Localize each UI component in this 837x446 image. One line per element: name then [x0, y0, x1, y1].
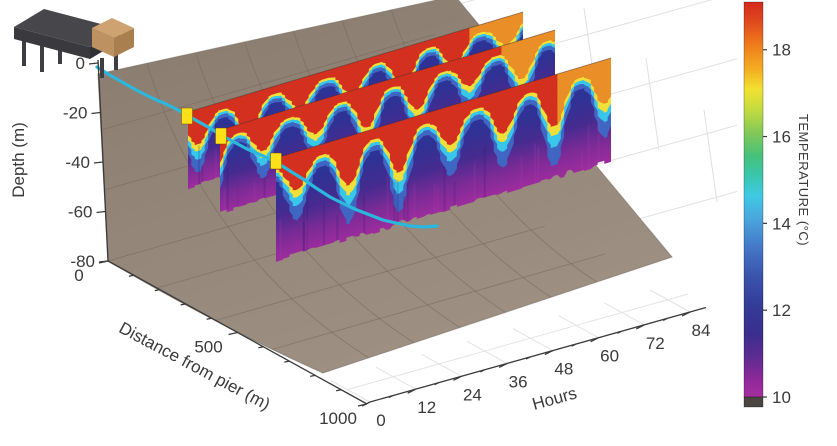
wall-grid-line: [451, 0, 476, 7]
pier-leg: [58, 48, 62, 64]
tick-label: 0: [74, 266, 83, 285]
distance-tick: [258, 346, 264, 349]
slice-top-edge: [275, 57, 612, 159]
colorbar-tick-label: 10: [772, 388, 791, 407]
axis-line: [369, 306, 707, 403]
hours-tick: [453, 375, 462, 381]
floor-grid-line: [512, 328, 554, 352]
tick-label: -60: [68, 203, 93, 222]
tick-label: 0: [76, 54, 85, 73]
tick-label: -20: [63, 104, 88, 123]
distance-tick: [154, 288, 160, 292]
colorbar-under-range: [743, 396, 764, 408]
distance-tick: [284, 360, 290, 363]
colorbar-tick-label: 16: [772, 128, 791, 147]
floor-grid-line: [421, 353, 462, 377]
mooring-marker: [215, 127, 227, 145]
floor-grid-line: [558, 315, 599, 339]
mooring-marker: [181, 107, 193, 125]
floor-grid-line: [604, 302, 645, 326]
wall-grid-line: [627, 191, 738, 223]
tick-label: -40: [65, 153, 90, 172]
colorbar-gradient: [743, 1, 764, 398]
axis-line: [97, 59, 109, 262]
tick-label: 1000: [319, 409, 357, 428]
wall-grid-line: [645, 57, 660, 151]
hours-tick: [544, 349, 554, 356]
pier-leg: [40, 44, 44, 72]
distance-tick: [180, 303, 186, 306]
distance-tick: [335, 389, 342, 392]
depth-axis-label: Depth (m): [9, 122, 28, 198]
hours-tick: [434, 382, 439, 386]
distance-tick: [128, 274, 135, 277]
tick-label: -80: [70, 252, 95, 271]
tick-label: 12: [417, 398, 436, 417]
distance-tick: [206, 317, 212, 320]
tick-label: 72: [646, 334, 665, 353]
floor-grid-line: [329, 379, 371, 403]
pier-part: [92, 18, 134, 38]
pier-leg: [114, 52, 118, 70]
depth-tick: [88, 62, 99, 65]
floor-grid-line: [649, 289, 691, 313]
slice-top-edge: [219, 29, 556, 131]
hours-tick: [617, 330, 622, 334]
hours-tick: [407, 388, 417, 394]
hours-tick: [479, 369, 485, 373]
floor-grid-line: [466, 340, 508, 364]
floor-grid: [329, 289, 691, 403]
distance-tick: [98, 260, 109, 264]
hours-axis-label: Hours: [530, 383, 579, 413]
tick-label: 84: [692, 321, 711, 340]
depth-tick: [91, 111, 101, 115]
tick-label: 500: [194, 338, 222, 357]
hours-tick: [681, 311, 691, 317]
hours-tick: [525, 356, 531, 360]
depth-tick: [96, 210, 106, 214]
distance-tick: [228, 331, 238, 336]
colorbar-tick-label: 14: [772, 214, 791, 233]
pier-part: [114, 28, 134, 57]
hours-tick: [388, 394, 394, 399]
transect-line: [95, 65, 439, 229]
hours-tick: [635, 324, 645, 330]
pier-part: [92, 28, 114, 57]
tick-label: 36: [509, 372, 528, 391]
hours-tick: [498, 362, 508, 369]
pier-leg: [22, 38, 26, 66]
hours-tick: [590, 337, 599, 343]
hours-tick: [662, 317, 668, 322]
tick-label: 60: [600, 347, 619, 366]
wall-grid-line: [703, 109, 718, 203]
slice-top-edge: [187, 11, 524, 113]
tick-label: 24: [463, 385, 482, 404]
floor-grid-line: [375, 366, 416, 390]
hours-tick: [571, 343, 577, 347]
colorbar-tick-label: 18: [772, 41, 791, 60]
mooring-marker: [270, 152, 282, 170]
colorbar-label: TEMPERATURE (°C): [796, 114, 811, 246]
transect-overlay: [95, 65, 439, 229]
pier-leg: [100, 58, 104, 78]
tick-label: 0: [376, 411, 385, 430]
hours-tick: [361, 401, 371, 407]
depth-tick: [93, 161, 104, 164]
tick-label: 48: [554, 360, 573, 379]
pier-icon: [14, 9, 134, 78]
distance-tick: [310, 374, 316, 378]
colorbar-tick-label: 12: [772, 301, 791, 320]
temperature-colorbar: 18 16 14 12 10: [743, 1, 791, 408]
floor-grid-line: [345, 293, 689, 391]
pier-part: [14, 27, 90, 59]
